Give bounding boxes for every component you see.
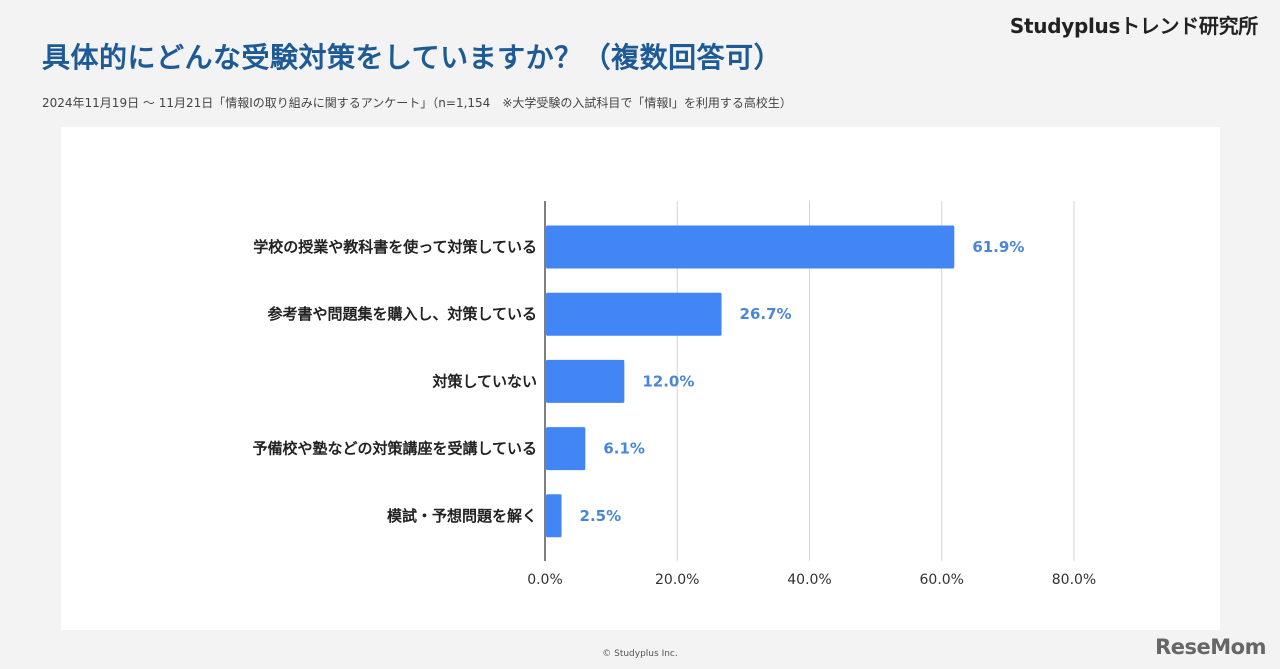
value-label: 2.5% xyxy=(580,507,622,525)
bars xyxy=(546,225,955,538)
labels: 0.0% 20.0% 40.0% 60.0% 80.0% 学校の授業や教科書を使って対策し… xyxy=(252,238,1096,588)
x-tick-label: 80.0% xyxy=(1052,572,1096,588)
survey-subtitle: 2024年11月19日 〜 11月21日「情報Ⅰの取り組みに関するアンケート」（… xyxy=(42,96,792,110)
bar xyxy=(546,225,955,269)
bar xyxy=(546,292,722,336)
bar xyxy=(546,359,625,403)
x-tick-label: 20.0% xyxy=(655,572,699,588)
value-label: 6.1% xyxy=(603,440,645,458)
brand-logo-text: Studyplusトレンド研究所 xyxy=(1009,14,1258,38)
copyright-text: © Studyplus Inc. xyxy=(602,649,678,659)
bar-chart: 0.0% 20.0% 40.0% 60.0% 80.0% 学校の授業や教科書を使って対策し… xyxy=(252,201,1096,588)
category-label: 学校の授業や教科書を使って対策している xyxy=(253,238,537,256)
resemom-watermark: ReseMom xyxy=(1155,635,1266,659)
x-tick-label: 40.0% xyxy=(787,572,831,588)
category-label: 模試・予想問題を解く xyxy=(387,507,537,525)
value-label: 12.0% xyxy=(642,372,694,390)
value-label: 26.7% xyxy=(740,305,792,323)
chart-panel: 0.0% 20.0% 40.0% 60.0% 80.0% 学校の授業や教科書を使って対策し… xyxy=(61,127,1220,630)
x-tick-label: 0.0% xyxy=(527,572,563,588)
category-label: 予備校や塾などの対策講座を受講している xyxy=(252,440,537,458)
category-label: 参考書や問題集を購入し、対策している xyxy=(267,305,537,323)
x-tick-label: 60.0% xyxy=(920,572,964,588)
bar xyxy=(546,427,586,471)
value-label: 61.9% xyxy=(972,238,1024,256)
bar xyxy=(546,494,562,538)
page-title: 具体的にどんな受験対策をしていますか？（複数回答可） xyxy=(42,41,783,74)
category-label: 対策していない xyxy=(431,372,537,390)
